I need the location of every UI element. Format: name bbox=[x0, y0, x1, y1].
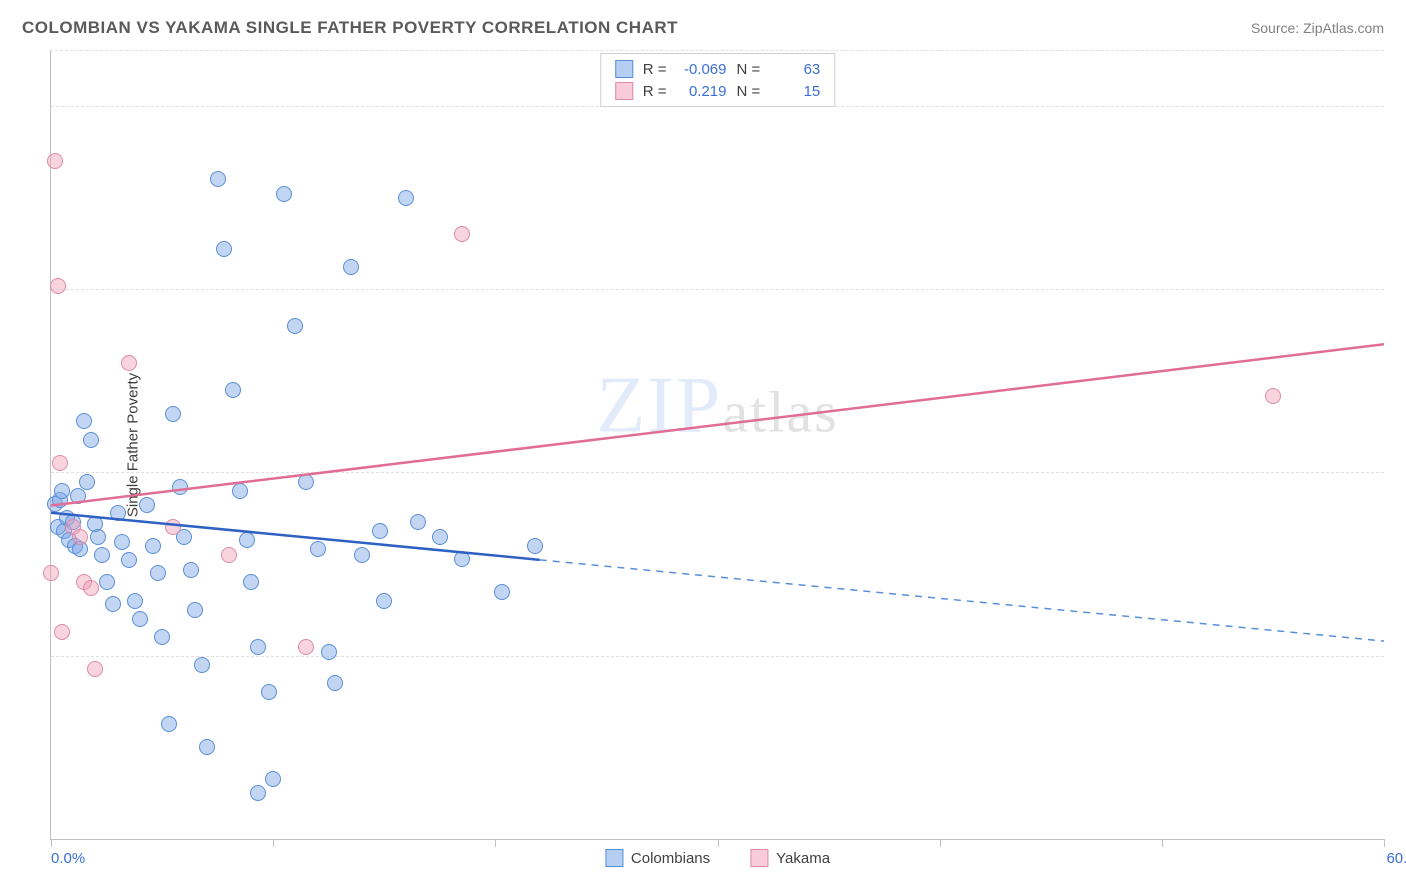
x-tick bbox=[273, 839, 274, 847]
data-point bbox=[132, 611, 148, 627]
gridline: 10.0% bbox=[51, 656, 1384, 657]
x-axis-max-label: 60.0% bbox=[1386, 850, 1406, 867]
data-point bbox=[494, 584, 510, 600]
data-point bbox=[261, 684, 277, 700]
trend-line-extrapolated bbox=[540, 560, 1384, 641]
data-point bbox=[187, 602, 203, 618]
data-point bbox=[239, 532, 255, 548]
data-point bbox=[76, 413, 92, 429]
data-point bbox=[221, 547, 237, 563]
data-point bbox=[372, 523, 388, 539]
data-point bbox=[72, 529, 88, 545]
data-point bbox=[432, 529, 448, 545]
stats-row-colombians: R = -0.069 N = 63 bbox=[615, 60, 821, 78]
swatch-pink-icon bbox=[615, 82, 633, 100]
data-point bbox=[54, 483, 70, 499]
data-point bbox=[250, 785, 266, 801]
data-point bbox=[287, 318, 303, 334]
data-point bbox=[321, 644, 337, 660]
data-point bbox=[90, 529, 106, 545]
data-point bbox=[225, 382, 241, 398]
data-point bbox=[94, 547, 110, 563]
data-point bbox=[298, 474, 314, 490]
data-point bbox=[232, 483, 248, 499]
data-point bbox=[354, 547, 370, 563]
bottom-legend: Colombians Yakama bbox=[605, 849, 830, 867]
data-point bbox=[47, 153, 63, 169]
data-point bbox=[165, 406, 181, 422]
data-point bbox=[265, 771, 281, 787]
data-point bbox=[454, 551, 470, 567]
x-tick bbox=[495, 839, 496, 847]
data-point bbox=[145, 538, 161, 554]
stats-row-yakama: R = 0.219 N = 15 bbox=[615, 82, 821, 100]
data-point bbox=[454, 226, 470, 242]
data-point bbox=[194, 657, 210, 673]
data-point bbox=[121, 355, 137, 371]
data-point bbox=[139, 497, 155, 513]
data-point bbox=[376, 593, 392, 609]
data-point bbox=[327, 675, 343, 691]
data-point bbox=[87, 661, 103, 677]
x-axis-min-label: 0.0% bbox=[51, 850, 85, 867]
data-point bbox=[243, 574, 259, 590]
stats-legend-box: R = -0.069 N = 63 R = 0.219 N = 15 bbox=[600, 53, 836, 107]
data-point bbox=[105, 596, 121, 612]
data-point bbox=[199, 739, 215, 755]
data-point bbox=[310, 541, 326, 557]
data-point bbox=[99, 574, 115, 590]
data-point bbox=[250, 639, 266, 655]
chart-area: Single Father Poverty ZIPatlas 10.0% 20.0… bbox=[50, 50, 1384, 840]
swatch-pink-icon bbox=[750, 849, 768, 867]
data-point bbox=[183, 562, 199, 578]
x-tick bbox=[1162, 839, 1163, 847]
data-point bbox=[298, 639, 314, 655]
gridline: 20.0% bbox=[51, 472, 1384, 473]
data-point bbox=[43, 565, 59, 581]
watermark: ZIPatlas bbox=[596, 360, 838, 451]
data-point bbox=[343, 259, 359, 275]
gridline: 30.0% bbox=[51, 289, 1384, 290]
data-point bbox=[110, 505, 126, 521]
data-point bbox=[527, 538, 543, 554]
data-point bbox=[410, 514, 426, 530]
data-point bbox=[121, 552, 137, 568]
swatch-blue-icon bbox=[615, 60, 633, 78]
data-point bbox=[70, 488, 86, 504]
data-point bbox=[398, 190, 414, 206]
data-point bbox=[1265, 388, 1281, 404]
x-tick bbox=[940, 839, 941, 847]
legend-item-colombians: Colombians bbox=[605, 849, 710, 867]
data-point bbox=[79, 474, 95, 490]
data-point bbox=[276, 186, 292, 202]
data-point bbox=[54, 624, 70, 640]
x-tick bbox=[51, 839, 52, 847]
x-tick bbox=[718, 839, 719, 847]
legend-item-yakama: Yakama bbox=[750, 849, 830, 867]
data-point bbox=[154, 629, 170, 645]
data-point bbox=[83, 432, 99, 448]
y-axis-label: Single Father Poverty bbox=[125, 373, 142, 517]
data-point bbox=[150, 565, 166, 581]
data-point bbox=[114, 534, 130, 550]
data-point bbox=[210, 171, 226, 187]
data-point bbox=[127, 593, 143, 609]
data-point bbox=[172, 479, 188, 495]
data-point bbox=[83, 580, 99, 596]
source-credit: Source: ZipAtlas.com bbox=[1251, 20, 1384, 36]
chart-title: COLOMBIAN VS YAKAMA SINGLE FATHER POVERT… bbox=[22, 18, 678, 38]
data-point bbox=[50, 278, 66, 294]
trend-line bbox=[51, 344, 1384, 505]
data-point bbox=[216, 241, 232, 257]
data-point bbox=[52, 455, 68, 471]
x-tick bbox=[1384, 839, 1385, 847]
data-point bbox=[161, 716, 177, 732]
swatch-blue-icon bbox=[605, 849, 623, 867]
